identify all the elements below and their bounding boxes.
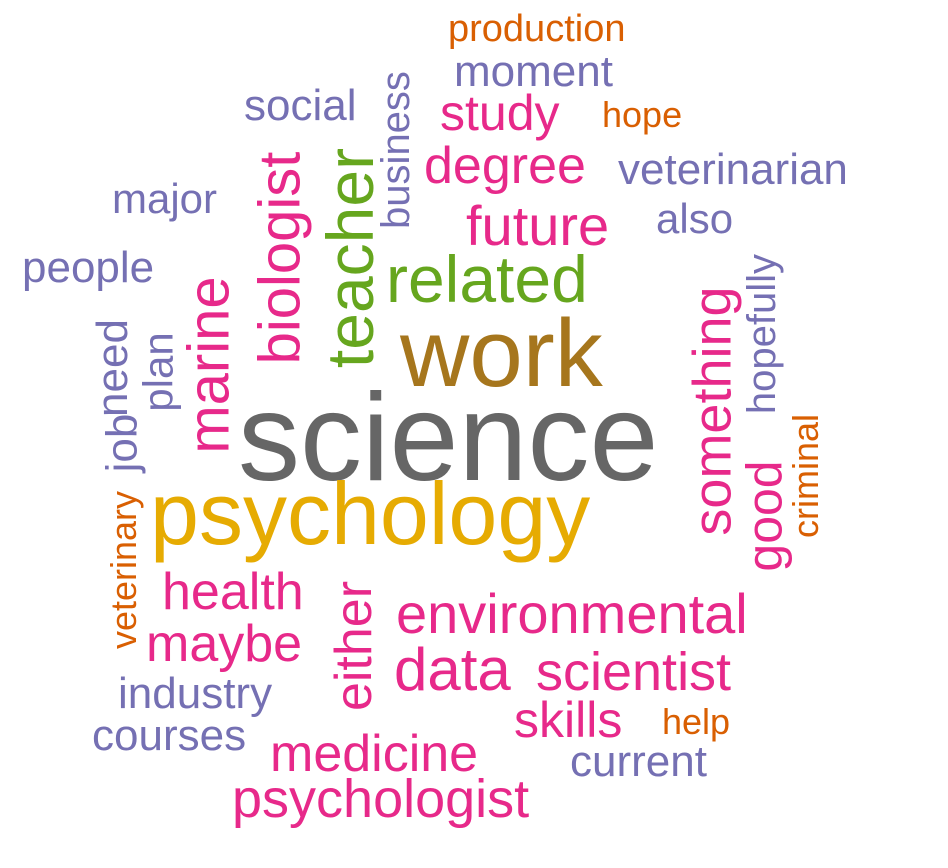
word-environmental: environmental xyxy=(396,582,748,645)
word-help: help xyxy=(662,701,731,742)
word-need: need xyxy=(87,319,137,417)
word-business: business xyxy=(373,71,418,229)
word-future: future xyxy=(466,194,610,257)
word-courses: courses xyxy=(92,711,247,760)
word-maybe: maybe xyxy=(146,615,303,673)
word-work: work xyxy=(400,300,603,407)
word-psychology: psychology xyxy=(150,464,591,563)
word-hope: hope xyxy=(602,94,683,135)
word-health: health xyxy=(162,563,304,621)
word-current: current xyxy=(570,737,707,786)
word-medicine: medicine xyxy=(270,725,479,783)
word-also: also xyxy=(656,195,734,242)
word-criminal: criminal xyxy=(785,413,827,539)
word-study: study xyxy=(440,85,560,141)
word-biologist: biologist xyxy=(246,151,312,365)
word-marine: marine xyxy=(176,276,242,454)
word-veterinarian: veterinarian xyxy=(618,145,848,194)
word-science: science xyxy=(238,369,659,507)
word-moment: moment xyxy=(454,47,613,96)
word-related: related xyxy=(386,242,588,316)
word-something: something xyxy=(682,286,743,536)
word-social: social xyxy=(244,81,357,130)
word-data: data xyxy=(394,636,511,703)
word-good: good xyxy=(736,460,793,572)
word-hopefully: hopefully xyxy=(740,253,785,415)
word-degree: degree xyxy=(424,137,586,195)
word-scientist: scientist xyxy=(536,642,732,702)
word-plan: plan xyxy=(134,332,182,412)
word-either: either xyxy=(325,580,384,712)
word-people: people xyxy=(22,243,155,292)
word-skills: skills xyxy=(514,692,623,748)
word-job: job xyxy=(96,413,146,473)
word-veterinary: veterinary xyxy=(103,490,145,650)
word-psychologist: psychologist xyxy=(232,769,530,829)
word-production: production xyxy=(448,8,626,50)
word-industry: industry xyxy=(118,669,273,718)
word-major: major xyxy=(112,175,218,222)
